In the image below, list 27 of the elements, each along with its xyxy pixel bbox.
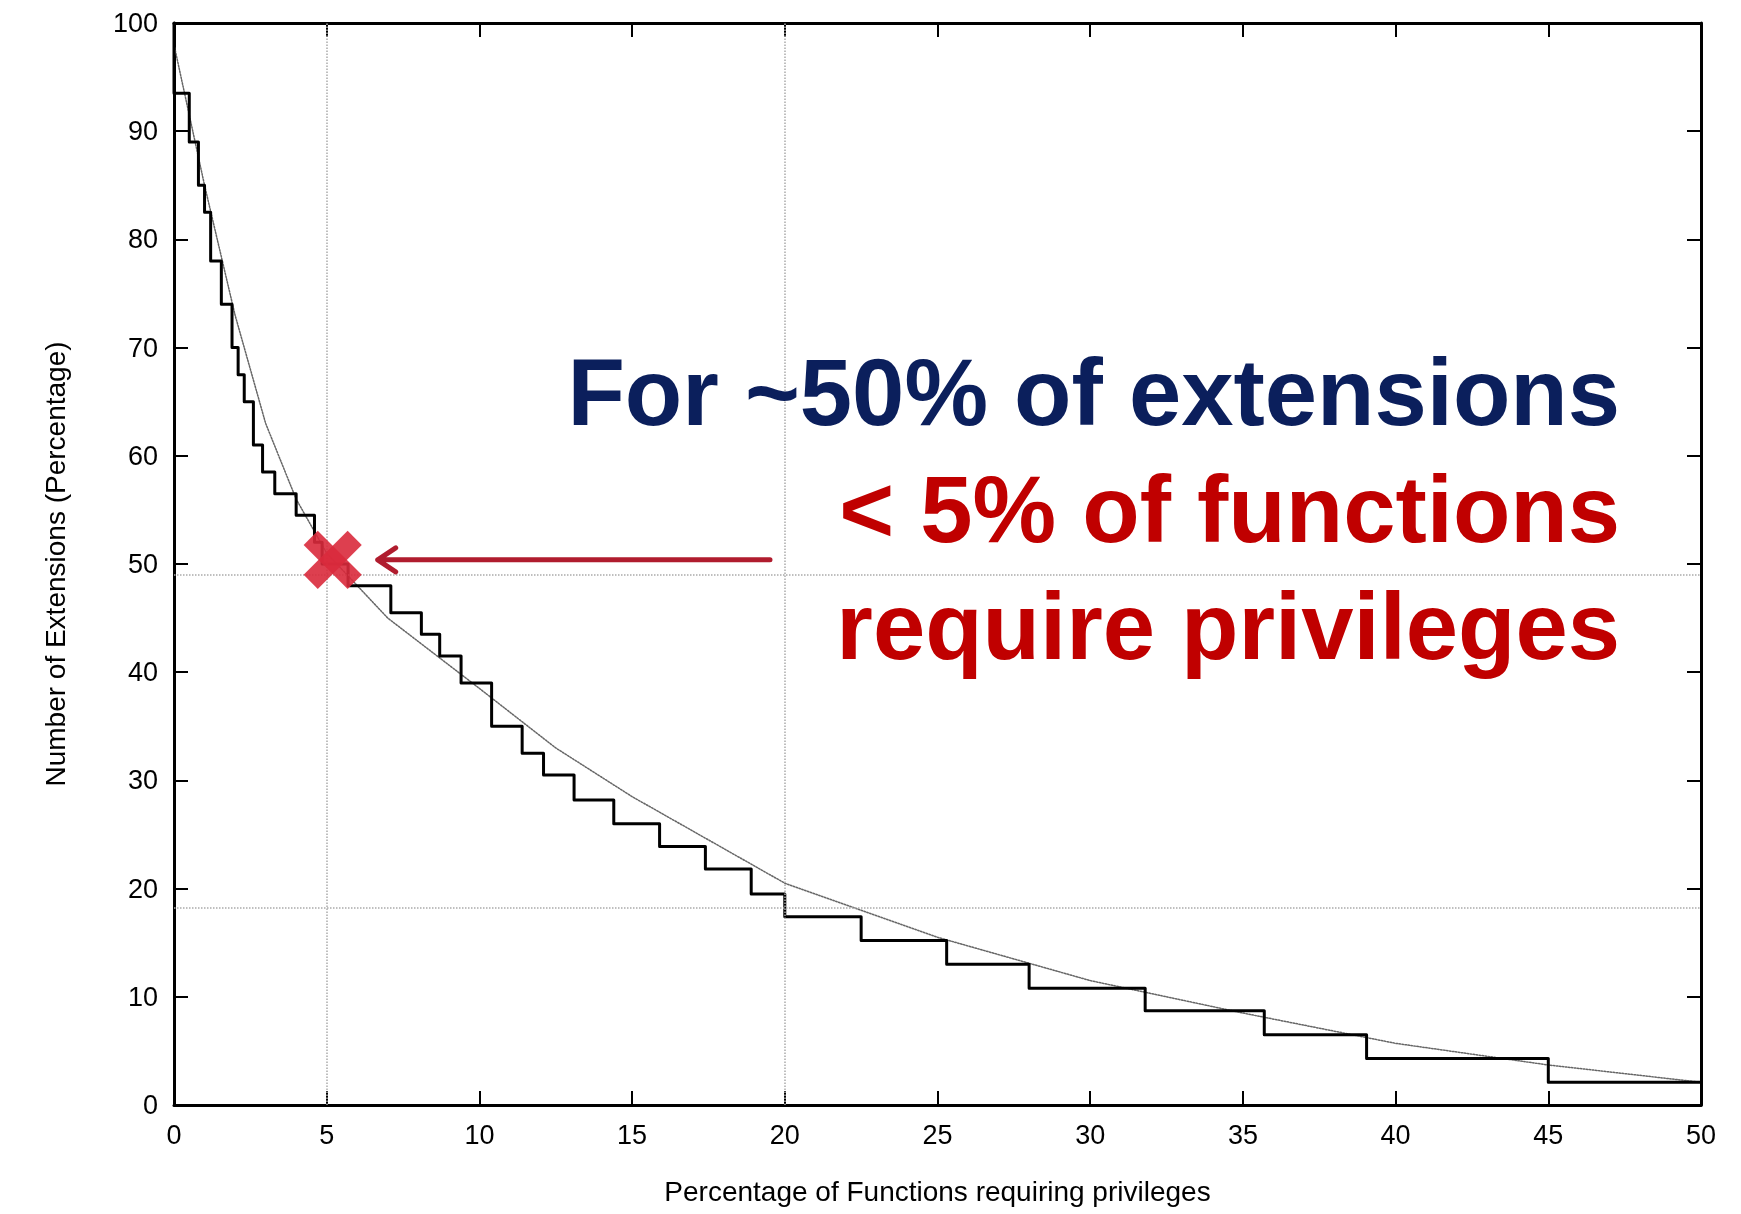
y-tick-label: 80 — [127, 224, 158, 255]
x-tick-label: 0 — [166, 1119, 182, 1150]
y-tick-label: 10 — [127, 981, 158, 1012]
y-tick-label: 30 — [127, 765, 158, 796]
x-tick-label: 45 — [1533, 1119, 1564, 1150]
x-tick-label: 15 — [617, 1119, 648, 1150]
x-tick-label: 10 — [464, 1119, 495, 1150]
annotation: For ~50% of extensions — [567, 339, 1620, 445]
x-tick-label: 20 — [769, 1119, 800, 1150]
x-tick-label: 5 — [319, 1119, 335, 1150]
y-tick-label: 60 — [127, 440, 158, 471]
x-tick-label: 30 — [1075, 1119, 1106, 1150]
y-tick-label: 20 — [127, 873, 158, 904]
y-tick-label: 70 — [127, 332, 158, 363]
y-tick-label: 50 — [127, 549, 158, 579]
x-tick-label: 35 — [1227, 1119, 1258, 1150]
y-tick-label: 40 — [127, 657, 158, 688]
y-tick-label: 0 — [142, 1090, 158, 1120]
y-tick-label: 90 — [127, 116, 158, 147]
x-tick-label: 50 — [1685, 1119, 1717, 1150]
y-axis-title: Number of Extensions (Percentage) — [39, 341, 71, 787]
x-tick-label: 25 — [922, 1119, 953, 1150]
annotation: < 5% of functions — [839, 456, 1620, 562]
annotation: require privileges — [836, 573, 1620, 679]
y-tick-label: 100 — [112, 8, 158, 38]
x-axis-title: Percentage of Functions requiring privileges — [664, 1175, 1211, 1207]
x-tick-label: 40 — [1380, 1119, 1411, 1150]
